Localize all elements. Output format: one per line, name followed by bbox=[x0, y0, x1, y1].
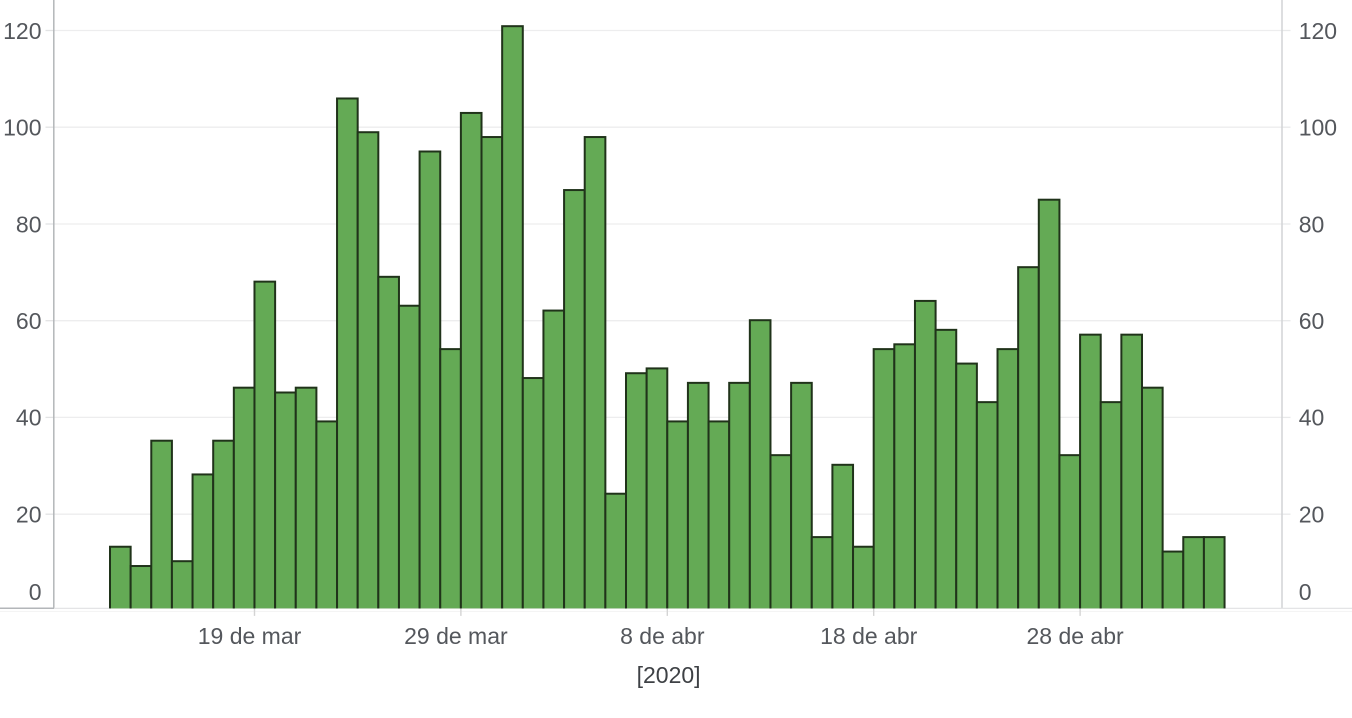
svg-text:[2020]: [2020] bbox=[637, 662, 701, 688]
svg-text:60: 60 bbox=[16, 308, 42, 334]
svg-text:8 de abr: 8 de abr bbox=[620, 623, 705, 649]
svg-text:20: 20 bbox=[16, 502, 42, 528]
svg-text:60: 60 bbox=[1299, 308, 1325, 334]
svg-text:0: 0 bbox=[29, 579, 42, 605]
svg-text:80: 80 bbox=[1299, 211, 1325, 237]
svg-text:18 de abr: 18 de abr bbox=[820, 623, 918, 649]
svg-text:40: 40 bbox=[16, 405, 42, 431]
svg-text:120: 120 bbox=[3, 18, 41, 44]
svg-text:20: 20 bbox=[1299, 502, 1325, 528]
svg-text:40: 40 bbox=[1299, 405, 1325, 431]
svg-text:28 de abr: 28 de abr bbox=[1026, 623, 1124, 649]
svg-text:80: 80 bbox=[16, 211, 42, 237]
svg-text:19 de mar: 19 de mar bbox=[198, 623, 302, 649]
svg-text:100: 100 bbox=[3, 115, 41, 141]
svg-text:0: 0 bbox=[1299, 579, 1312, 605]
svg-text:100: 100 bbox=[1299, 115, 1337, 141]
svg-text:29 de mar: 29 de mar bbox=[404, 623, 508, 649]
svg-text:120: 120 bbox=[1299, 18, 1337, 44]
